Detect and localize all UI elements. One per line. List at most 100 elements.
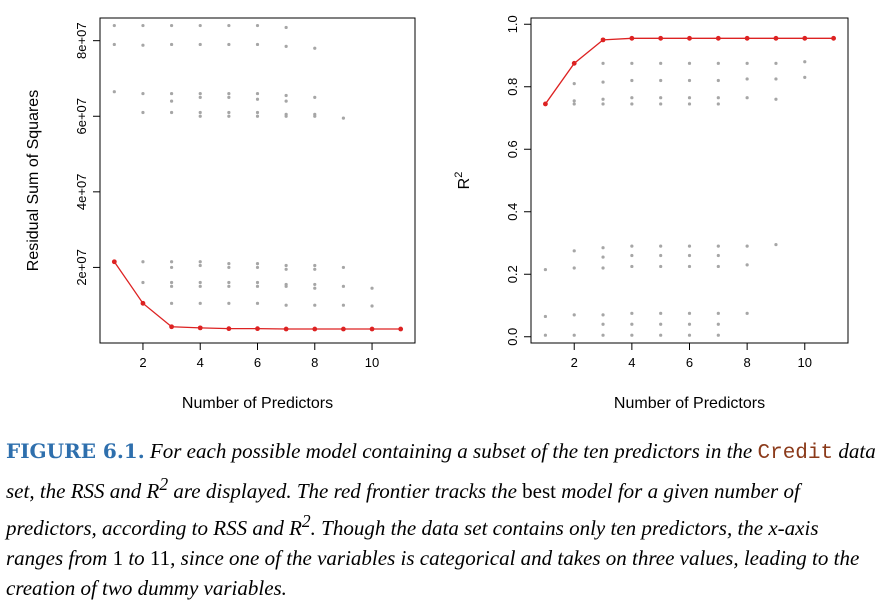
frontier-point: [369, 326, 375, 332]
model-point: [227, 23, 231, 28]
model-point: [284, 25, 288, 30]
model-point: [630, 96, 634, 100]
x-axis-title: Number of Predictors: [614, 395, 765, 412]
model-point: [745, 61, 749, 65]
model-point: [572, 82, 576, 86]
y-tick-label: 2e+07: [74, 249, 89, 286]
y-axis-title-main: R: [456, 178, 473, 190]
y-tick-label: 0.2: [505, 265, 520, 283]
model-point: [284, 99, 288, 103]
model-point: [659, 102, 663, 106]
model-point: [630, 61, 634, 65]
model-point: [284, 284, 288, 288]
model-point: [601, 333, 605, 337]
model-point: [284, 267, 288, 271]
plot-frame: [530, 17, 849, 344]
y-tick-label: 0.6: [505, 140, 520, 158]
frontier-point: [658, 35, 664, 41]
plot-frame: [99, 17, 416, 344]
model-point: [255, 42, 260, 47]
y-tick-label: 0.0: [505, 328, 520, 346]
y-axis-title: R2: [453, 172, 473, 190]
y-tick-label: 8e+07: [74, 22, 89, 59]
caption-number-1: 1: [112, 546, 124, 570]
model-point: [255, 97, 260, 101]
frontier-point: [197, 325, 203, 331]
model-point: [716, 78, 720, 83]
caption-sup-1: 2: [159, 474, 169, 494]
model-point: [572, 333, 576, 337]
frontier-point: [715, 35, 721, 41]
y-tick-label: 1.0: [505, 15, 520, 33]
caption-text-1: For each possible model containing a sub…: [144, 439, 758, 463]
model-point: [774, 242, 778, 247]
model-point: [716, 253, 720, 258]
frontier-point: [802, 35, 808, 41]
model-point: [198, 95, 202, 99]
model-point: [198, 91, 202, 96]
model-point: [255, 91, 260, 96]
caption-text-6: to: [123, 546, 150, 570]
model-point: [141, 91, 145, 96]
model-point: [169, 284, 174, 288]
model-point: [313, 267, 317, 271]
model-point: [198, 23, 202, 28]
model-point: [687, 61, 692, 65]
model-point: [601, 322, 605, 326]
frontier-point: [312, 326, 318, 332]
model-point: [255, 114, 260, 118]
frontier-point: [226, 326, 232, 332]
model-point: [687, 244, 692, 248]
model-point: [745, 244, 749, 248]
figure-caption: FIGURE 6.1. For each possible model cont…: [6, 436, 880, 603]
model-point: [198, 110, 202, 115]
model-point: [284, 44, 288, 48]
x-axis-title: Number of Predictors: [182, 395, 333, 412]
model-point: [630, 333, 634, 337]
caption-sup-2: 2: [301, 511, 311, 531]
model-point: [341, 265, 346, 270]
model-point: [198, 263, 202, 268]
x-tick-label: 6: [686, 355, 693, 370]
model-point: [543, 267, 548, 272]
x-tick-label: 2: [571, 355, 578, 370]
figure-charts: 2 4 6 8 10 2e+07 4e+07 6e+07 8e+07 Number of Pred…: [25, 15, 849, 412]
model-point: [255, 110, 260, 115]
x-tick-label: 4: [197, 355, 204, 370]
model-point: [716, 102, 720, 106]
model-point: [169, 260, 174, 264]
model-point: [687, 78, 692, 83]
model-point: [572, 313, 576, 317]
model-point: [630, 244, 634, 248]
model-point: [255, 301, 260, 305]
x-tick-label: 10: [798, 355, 812, 370]
model-point: [198, 301, 202, 305]
model-point: [341, 284, 346, 288]
model-point: [313, 46, 317, 50]
model-point: [313, 263, 317, 268]
model-point: [659, 333, 663, 337]
model-point: [745, 311, 749, 315]
model-point: [227, 265, 231, 270]
model-point: [774, 61, 778, 65]
model-point: [601, 102, 605, 106]
figure-label: FIGURE 6.1.: [6, 439, 145, 463]
model-point: [141, 43, 145, 47]
model-point: [313, 95, 317, 99]
frontier-point: [140, 300, 146, 306]
frontier-line: [544, 37, 834, 105]
frontier-point: [255, 326, 260, 332]
model-point: [255, 265, 260, 270]
model-point: [601, 97, 605, 101]
model-point: [774, 97, 778, 101]
model-point: [112, 23, 116, 28]
frontier-point: [600, 37, 606, 43]
model-point: [370, 286, 374, 290]
model-point: [141, 260, 145, 264]
model-point: [659, 61, 663, 65]
y-tick-label: 0.4: [505, 203, 520, 221]
model-point: [659, 253, 663, 258]
model-point: [687, 322, 692, 326]
frontier-point: [831, 35, 836, 41]
model-point: [284, 93, 288, 98]
